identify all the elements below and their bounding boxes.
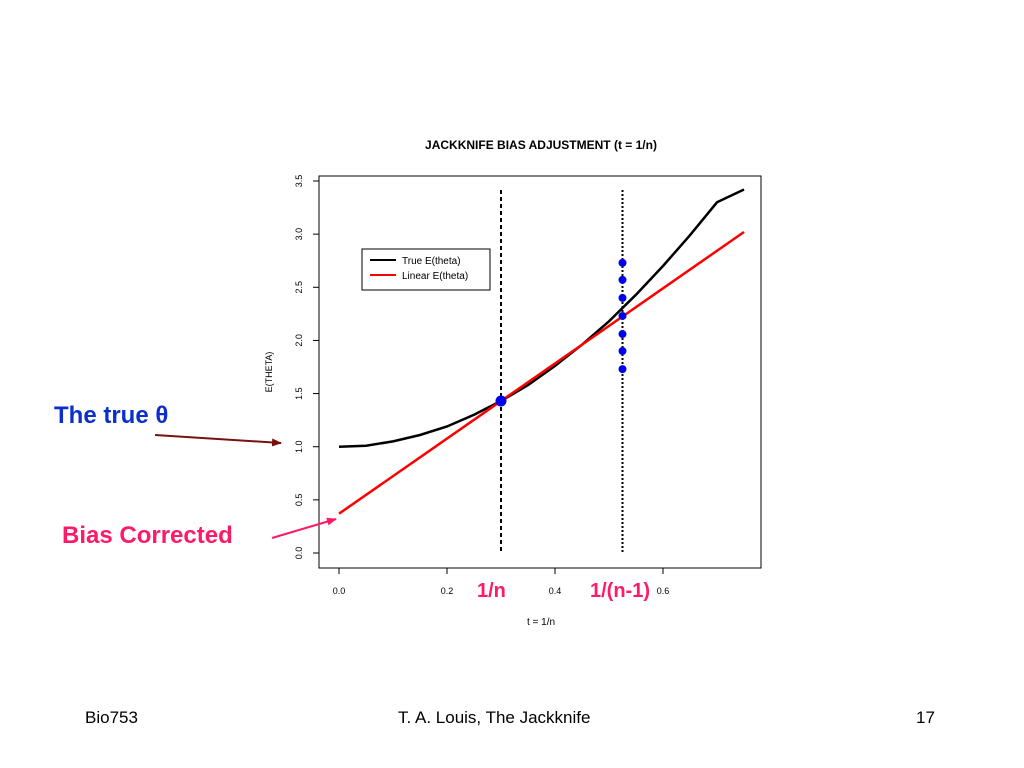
point-group — [495, 258, 627, 407]
legend-label-true: True E(theta) — [402, 256, 461, 267]
y-tick-label: 0.0 — [294, 547, 304, 560]
series-true-curve — [338, 188, 745, 448]
x-tick-label: 0.2 — [441, 586, 454, 596]
y-tick-label: 1.0 — [294, 440, 304, 453]
point-leave-one-out — [618, 311, 627, 320]
footer-center: T. A. Louis, The Jackknife — [398, 708, 591, 727]
footer-page-number: 17 — [916, 708, 935, 727]
annotation-true-theta: The true θ — [54, 402, 169, 429]
bias-corrected-arrow — [271, 517, 337, 539]
y-tick-label: 2.0 — [294, 334, 304, 347]
legend-box — [361, 248, 491, 291]
true-theta-arrow — [154, 434, 282, 447]
y-axis-label: E(THETA) — [264, 352, 274, 393]
series-linear-line — [338, 230, 745, 515]
x-tick-label: 0.4 — [549, 586, 562, 596]
annotation-bias-corrected: Bias Corrected — [62, 522, 233, 549]
point-leave-one-out — [618, 275, 627, 284]
x-axis-label: t = 1/n — [527, 617, 555, 628]
x-tick-label: 0.6 — [657, 586, 670, 596]
x-tick-label: 0.0 — [333, 586, 346, 596]
annotation-one-over-n-minus-1: 1/(n-1) — [590, 580, 650, 602]
point-leave-one-out — [618, 347, 627, 356]
y-tick-label: 3.0 — [294, 228, 304, 241]
point-leave-one-out — [618, 330, 627, 339]
footer-left: Bio753 — [85, 708, 138, 727]
point-leave-one-out — [618, 365, 627, 374]
point-leave-one-out — [618, 258, 627, 267]
y-axis: 0.0 0.5 1.0 1.5 2.0 2.5 3.0 3.5 — [294, 175, 319, 560]
point-leave-one-out — [618, 293, 627, 302]
annotation-one-over-n: 1/n — [477, 580, 506, 602]
point-estimate-large — [495, 395, 507, 407]
legend: True E(theta) Linear E(theta) — [361, 248, 491, 291]
legend-label-linear: Linear E(theta) — [402, 271, 468, 282]
plot-frame — [318, 175, 762, 569]
chart-title: JACKKNIFE BIAS ADJUSTMENT (t = 1/n) — [425, 138, 657, 152]
reference-lines — [500, 190, 624, 554]
y-tick-label: 1.5 — [294, 387, 304, 400]
y-tick-label: 2.5 — [294, 281, 304, 294]
y-tick-label: 3.5 — [294, 175, 304, 188]
series-group — [338, 188, 745, 515]
y-tick-label: 0.5 — [294, 494, 304, 507]
x-axis: 0.0 0.2 0.4 0.6 — [333, 568, 670, 596]
